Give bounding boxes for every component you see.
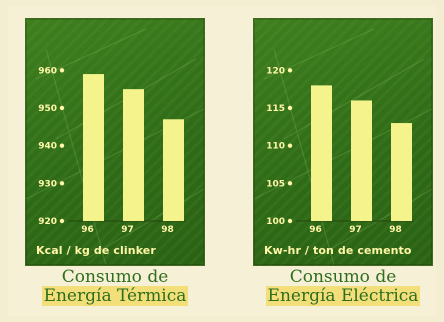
thermal-energy-chart: 920 930 940 950 960 96 97 98 [26,28,204,265]
y-tick-dot [59,181,65,186]
y-tick-label: 115 [266,104,285,114]
x-tick-label: 98 [161,225,174,235]
y-tick-label: 110 [266,142,285,152]
y-tick-label: 105 [266,179,285,189]
x-tick-label: 96 [81,225,94,235]
x-tick-label: 97 [349,225,362,235]
bar [311,85,332,221]
electric-unit-label: Kw-hr / ton de cemento [264,244,412,257]
x-tick-label: 98 [389,225,402,235]
thermal-caption-line1: Consumo de [61,267,169,287]
thermal-unit-label: Kcal / kg de clinker [36,244,156,257]
chart-frame: 920 930 940 950 960 96 97 98 Kcal / kg de clink… [8,6,436,316]
y-tick-label: 950 [38,104,57,114]
electric-energy-chart: 100 105 110 115 120 96 97 98 [254,28,432,265]
bar [163,119,184,221]
y-tick-label: 100 [266,217,285,227]
y-tick-dot [287,181,293,186]
electric-caption: Consumo de Energía Eléctrica [250,268,436,306]
bar [123,89,144,222]
y-tick-label: 940 [38,142,57,152]
y-tick-dot [59,105,65,111]
electric-energy-panel: 100 105 110 115 120 96 97 98 Kw-hr / ton de cem… [253,18,433,266]
electric-caption-line1: Consumo de [289,267,397,287]
y-tick-dot [59,218,65,224]
y-tick-dot [287,218,293,224]
bar [351,100,372,221]
y-tick-dot [287,143,293,148]
y-tick-dot [287,68,293,73]
y-tick-label: 960 [38,66,57,76]
electric-caption-line2: Energía Eléctrica [265,286,421,306]
y-tick-dot [287,105,293,111]
thermal-energy-panel: 920 930 940 950 960 96 97 98 Kcal / kg de clink… [25,18,205,266]
y-tick-dot [59,68,65,73]
y-tick-label: 930 [38,179,57,189]
y-tick-label: 120 [266,66,285,76]
bar [391,123,412,221]
x-tick-label: 96 [309,225,322,235]
thermal-caption-line2: Energía Térmica [41,286,189,306]
y-tick-label: 920 [38,217,57,227]
thermal-caption: Consumo de Energía Térmica [22,268,208,306]
x-tick-label: 97 [121,225,134,235]
bar [83,74,104,221]
background-lines [254,28,432,265]
y-tick-dot [59,143,65,148]
